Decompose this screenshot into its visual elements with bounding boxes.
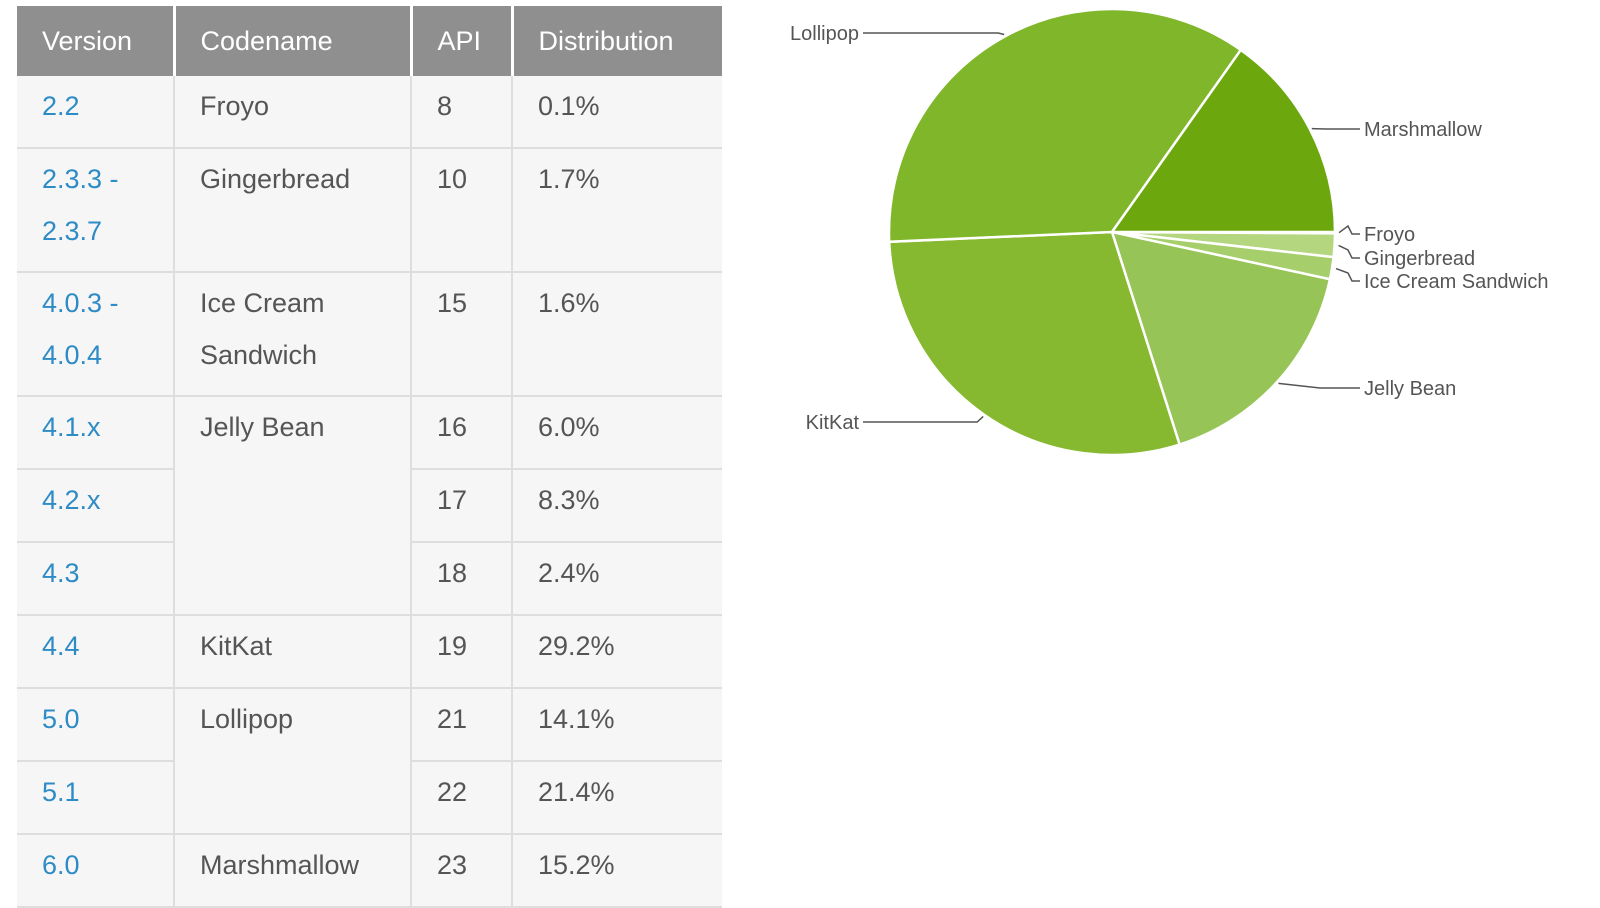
codename-cell: Jelly Bean bbox=[174, 396, 411, 615]
header-codename: Codename bbox=[174, 6, 411, 76]
header-distribution: Distribution bbox=[512, 6, 722, 76]
pie-label-group: Ice Cream Sandwich bbox=[1336, 269, 1549, 293]
pie-leader-line bbox=[1278, 383, 1360, 388]
header-api: API bbox=[411, 6, 512, 76]
distribution-cell: 1.6% bbox=[512, 272, 722, 396]
api-cell: 16 bbox=[411, 396, 512, 469]
pie-label: Lollipop bbox=[790, 23, 859, 45]
codename-cell: Lollipop bbox=[174, 688, 411, 834]
distribution-cell: 21.4% bbox=[512, 761, 722, 834]
distribution-cell: 6.0% bbox=[512, 396, 722, 469]
distribution-cell: 2.4% bbox=[512, 542, 722, 615]
distribution-cell: 0.1% bbox=[512, 76, 722, 148]
api-cell: 23 bbox=[411, 834, 512, 907]
pie-leader-line bbox=[863, 416, 983, 422]
api-cell: 19 bbox=[411, 615, 512, 688]
pie-label-group: Marshmallow bbox=[1312, 119, 1483, 141]
pie-leader-line bbox=[1336, 269, 1360, 281]
pie-label: Froyo bbox=[1364, 224, 1415, 246]
distribution-cell: 29.2% bbox=[512, 615, 722, 688]
pie-label-group: KitKat bbox=[806, 412, 984, 434]
pie-label: Gingerbread bbox=[1364, 248, 1475, 270]
api-cell: 17 bbox=[411, 469, 512, 542]
pie-label: Marshmallow bbox=[1364, 119, 1482, 141]
version-link[interactable]: 4.4 bbox=[17, 615, 174, 688]
version-link[interactable]: 5.1 bbox=[17, 761, 174, 834]
version-link[interactable]: 2.2 bbox=[17, 76, 174, 148]
pie-label-group: Gingerbread bbox=[1339, 245, 1476, 270]
api-cell: 15 bbox=[411, 272, 512, 396]
pie-label-group: Lollipop bbox=[790, 23, 1004, 45]
api-cell: 18 bbox=[411, 542, 512, 615]
pie-label: Ice Cream Sandwich bbox=[1364, 271, 1549, 293]
distribution-cell: 8.3% bbox=[512, 469, 722, 542]
api-cell: 21 bbox=[411, 688, 512, 761]
pie-label-group: Jelly Bean bbox=[1278, 378, 1456, 400]
codename-cell: Gingerbread bbox=[174, 148, 411, 272]
api-cell: 22 bbox=[411, 761, 512, 834]
version-link[interactable]: 4.3 bbox=[17, 542, 174, 615]
distribution-cell: 1.7% bbox=[512, 148, 722, 272]
distribution-cell: 15.2% bbox=[512, 834, 722, 907]
codename-cell: Ice Cream Sandwich bbox=[174, 272, 411, 396]
version-link[interactable]: 4.0.3 - 4.0.4 bbox=[17, 272, 174, 396]
pie-leader-line bbox=[1339, 226, 1360, 234]
api-cell: 8 bbox=[411, 76, 512, 148]
version-link[interactable]: 4.2.x bbox=[17, 469, 174, 542]
codename-cell: Marshmallow bbox=[174, 834, 411, 907]
header-version: Version bbox=[17, 6, 174, 76]
api-cell: 10 bbox=[411, 148, 512, 272]
table-header-row: Version Codename API Distribution bbox=[17, 6, 722, 76]
version-link[interactable]: 6.0 bbox=[17, 834, 174, 907]
pie-label: Jelly Bean bbox=[1364, 378, 1456, 400]
version-link[interactable]: 4.1.x bbox=[17, 396, 174, 469]
distribution-cell: 14.1% bbox=[512, 688, 722, 761]
pie-label-group: Froyo bbox=[1339, 224, 1415, 246]
codename-cell: Froyo bbox=[174, 76, 411, 148]
version-link[interactable]: 5.0 bbox=[17, 688, 174, 761]
pie-label: KitKat bbox=[806, 412, 860, 434]
version-link[interactable]: 2.3.3 - 2.3.7 bbox=[17, 148, 174, 272]
codename-cell: KitKat bbox=[174, 615, 411, 688]
pie-leader-line bbox=[863, 33, 1004, 34]
pie-leader-line bbox=[1339, 245, 1360, 258]
